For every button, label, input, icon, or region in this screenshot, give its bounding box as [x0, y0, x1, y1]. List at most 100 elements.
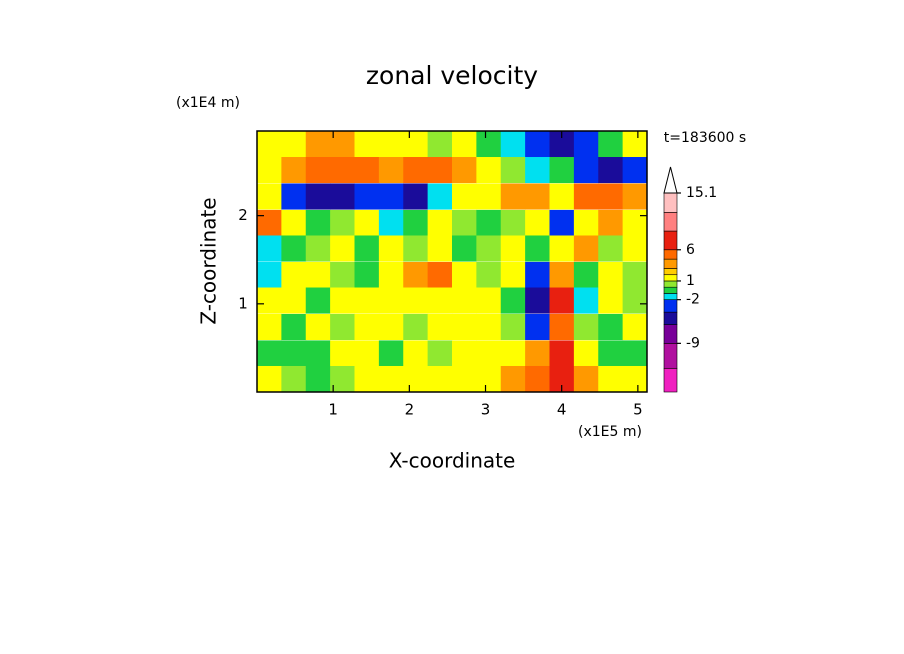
contour-cell [257, 209, 282, 236]
colorbar-tick-label: 15.1 [686, 185, 717, 201]
colorbar-segment [663, 286, 678, 294]
colorbar-segment [663, 299, 678, 313]
contour-cell [573, 183, 599, 210]
contour-cell [354, 365, 380, 393]
colorbar-tick-label: -2 [686, 292, 700, 308]
contour-cell [427, 313, 453, 341]
contour-cell [427, 131, 453, 158]
contour-cell [573, 131, 599, 158]
contour-cell [378, 209, 404, 236]
contour-cell [427, 209, 453, 236]
contour-cell [403, 287, 429, 314]
contour-cell [330, 365, 355, 393]
contour-cell [598, 340, 624, 367]
colorbar-segment [663, 293, 678, 300]
contour-cell [257, 313, 282, 341]
contour-cell [257, 183, 282, 210]
contour-cell [403, 340, 429, 367]
contour-cell [525, 209, 550, 236]
contour-cell [500, 313, 526, 341]
contour-cell [427, 183, 453, 210]
contour-cell [500, 340, 526, 367]
contour-cell [598, 365, 624, 393]
contour-cell [476, 209, 502, 236]
contour-cell [573, 157, 599, 184]
contour-cell [622, 313, 648, 341]
plot-frame [256, 130, 648, 393]
colorbar-segment [663, 343, 678, 369]
contour-cell [573, 340, 599, 367]
contour-cell [476, 131, 502, 158]
contour-cell [525, 235, 550, 262]
contour-cell [330, 313, 355, 341]
contour-cell [598, 261, 624, 289]
contour-cell [330, 209, 355, 236]
contour-cell [330, 183, 355, 210]
contour-cell [622, 157, 648, 184]
x-tick-label: 1 [328, 401, 338, 419]
contour-cell [378, 340, 404, 367]
y-axis-label: Z-coordinate [197, 197, 221, 324]
y-tick-label: 1 [238, 294, 248, 312]
contour-cell [525, 157, 550, 184]
contour-cell [452, 261, 477, 289]
contour-cell [427, 365, 453, 393]
contour-cell [403, 157, 429, 184]
contour-cell [354, 287, 380, 314]
contour-cell [257, 131, 282, 158]
contour-cell [257, 157, 282, 184]
contour-cell [452, 313, 477, 341]
contour-cell [330, 235, 355, 262]
contour-cell [378, 131, 404, 158]
colorbar-tick-label: -9 [686, 335, 700, 351]
contour-cell [305, 209, 331, 236]
contour-cell [354, 313, 380, 341]
colorbar-tick-label: 1 [686, 273, 695, 289]
contour-cell [452, 157, 477, 184]
contour-cell [281, 131, 307, 158]
contour-cell [378, 157, 404, 184]
x-unit: (x1E5 m) [578, 424, 642, 440]
colorbar-segment [663, 280, 678, 288]
colorbar-segment [663, 249, 678, 260]
contour-cell [476, 340, 502, 367]
contour-cell [257, 235, 282, 262]
contour-cell [622, 131, 648, 158]
contour-cell [305, 235, 331, 262]
contour-cell [403, 131, 429, 158]
contour-cell [452, 340, 477, 367]
contour-field [257, 131, 648, 393]
contour-cell [403, 183, 429, 210]
contour-cell [427, 157, 453, 184]
y-tick-label: 2 [238, 206, 248, 224]
x-tick-label: 3 [481, 401, 491, 419]
colorbar-segment [663, 367, 678, 393]
contour-cell [525, 287, 550, 314]
contour-cell [500, 365, 526, 393]
contour-cell [573, 235, 599, 262]
contour-cell [573, 209, 599, 236]
contour-cell [257, 287, 282, 314]
contour-cell [500, 131, 526, 158]
contour-cell [549, 235, 575, 262]
colorbar-segment [663, 258, 678, 269]
chart-title: zonal velocity [366, 61, 538, 90]
contour-cell [598, 157, 624, 184]
contour-cell [476, 183, 502, 210]
axes: 1 2 3 4 5 1 2 [238, 130, 648, 419]
contour-cell [452, 209, 477, 236]
contour-cell [476, 365, 502, 393]
contour-cell [378, 365, 404, 393]
contour-cell [573, 287, 599, 314]
contour-cell [378, 183, 404, 210]
contour-cell [500, 287, 526, 314]
colorbar-segment [663, 192, 678, 213]
contour-cell [622, 287, 648, 314]
contour-cell [330, 340, 355, 367]
contour-cell [281, 340, 307, 367]
contour-cell [549, 209, 575, 236]
contour-cell [305, 287, 331, 314]
contour-cell [281, 261, 307, 289]
contour-cell [598, 313, 624, 341]
